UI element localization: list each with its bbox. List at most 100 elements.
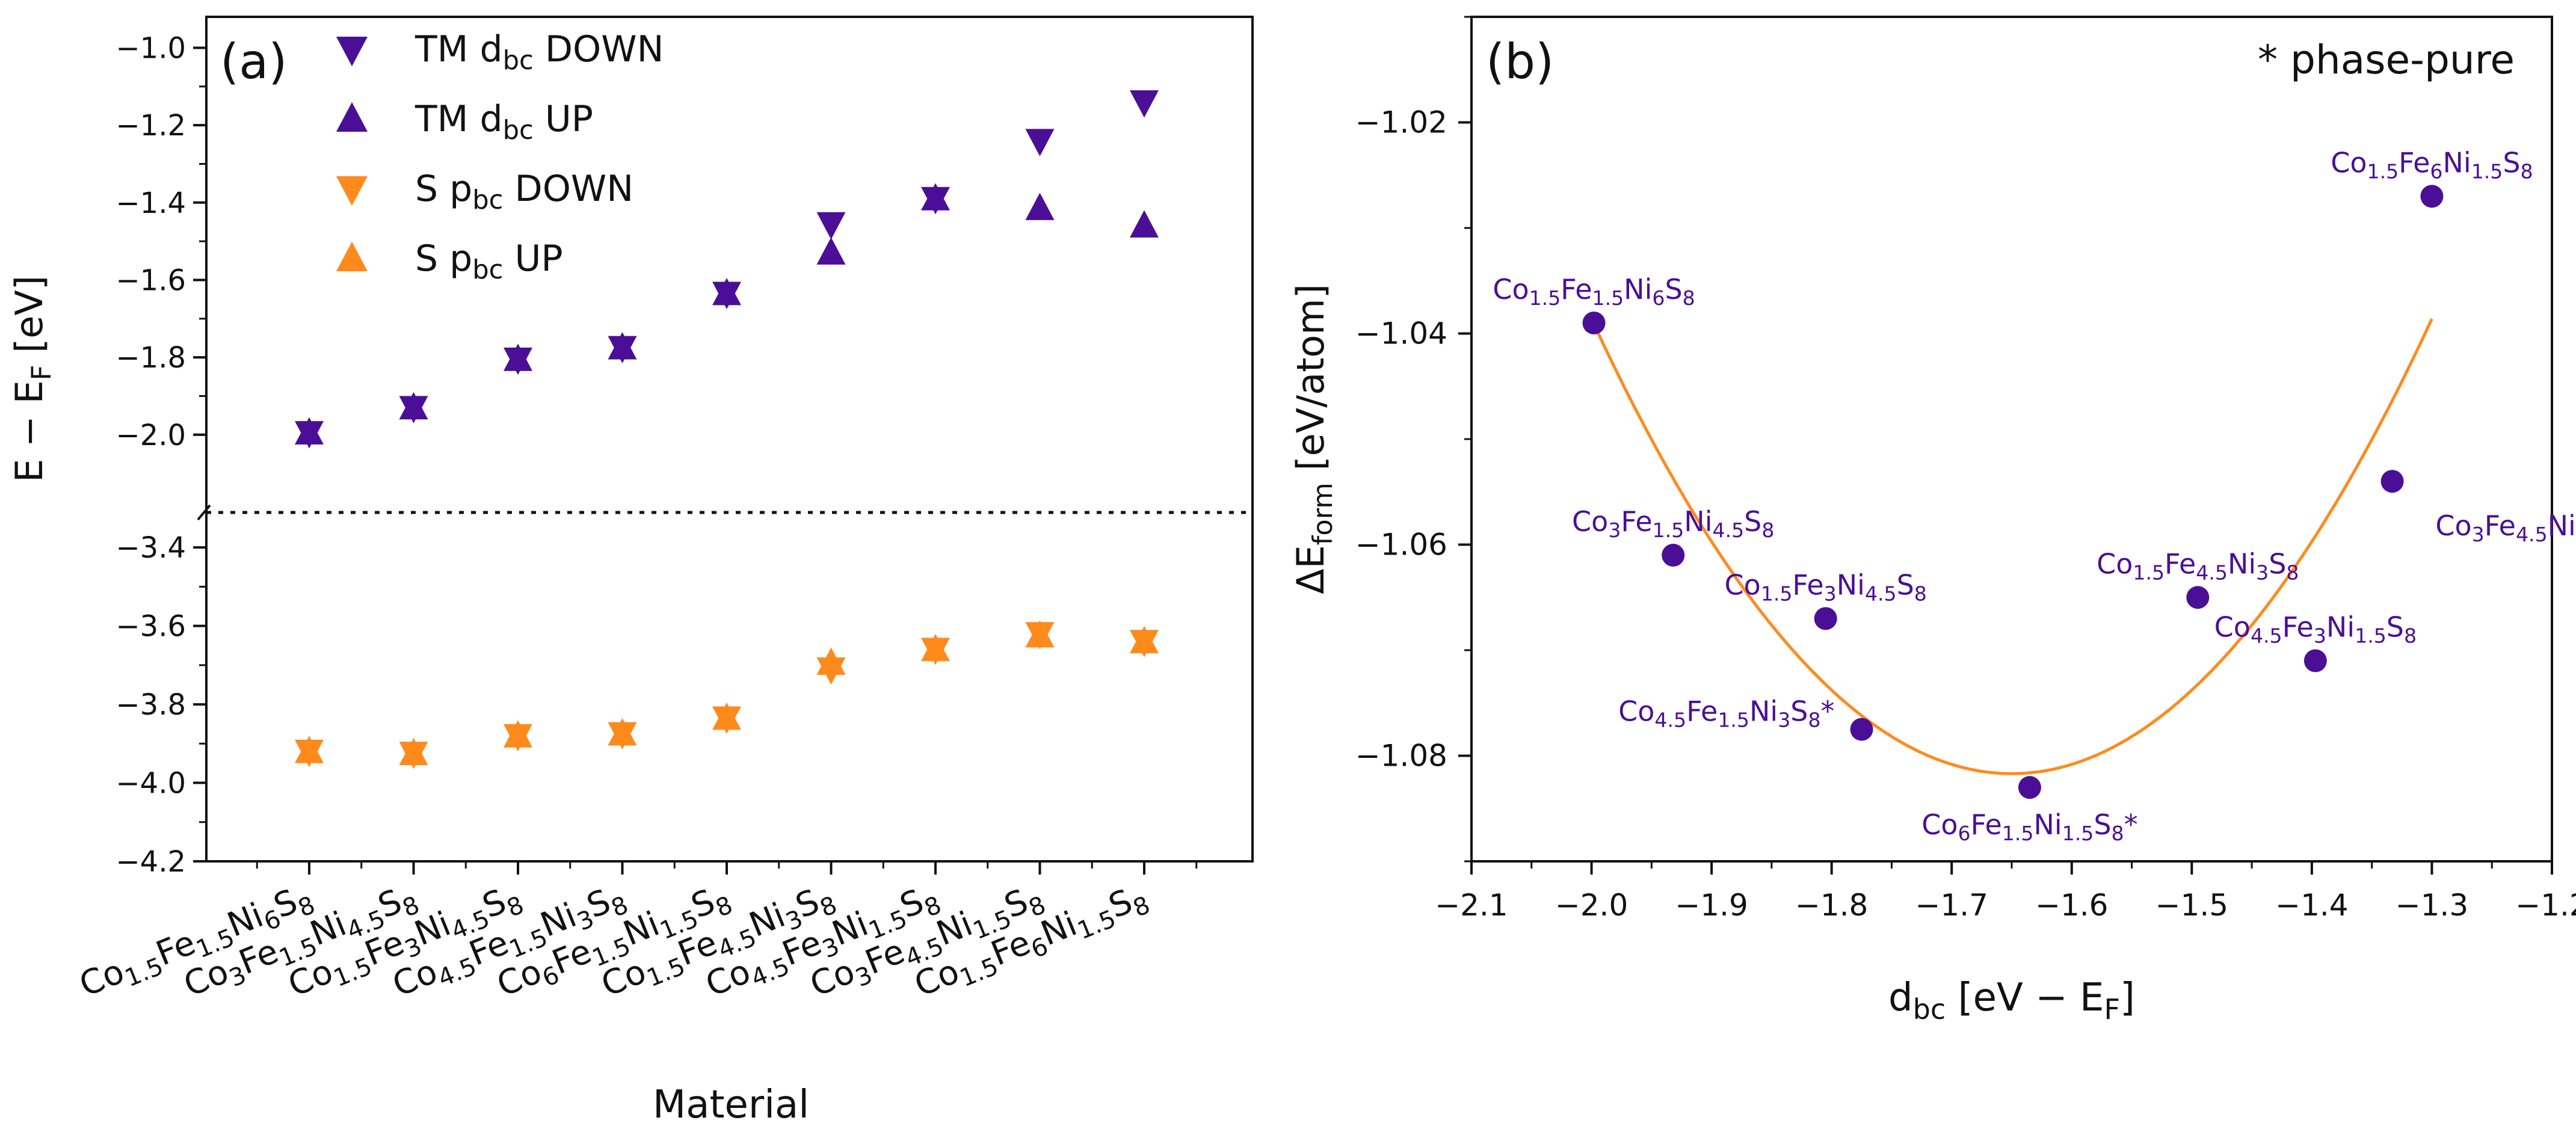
subscript: bc <box>503 115 534 146</box>
point-label: Co4.5Fe1.5Ni3S8* <box>1618 695 1834 732</box>
data-point-triangle-down <box>1130 90 1159 118</box>
subscript: 1.5 <box>2062 822 2094 845</box>
data-point-triangle-up <box>921 183 950 211</box>
text-part: S p <box>415 168 472 210</box>
legend-label: S pbc DOWN <box>415 168 633 215</box>
point-label: Co1.5Fe1.5Ni6S8 <box>1493 273 1695 310</box>
text-part: Co <box>1493 273 1529 306</box>
text-part: Ni <box>1749 695 1778 728</box>
text-part: Co <box>2331 146 2367 179</box>
text-part: S p <box>415 238 472 280</box>
legend-marker <box>336 176 368 206</box>
x-axis-label: dbc [eV − EF] <box>1888 976 2135 1026</box>
legend-marker <box>336 241 368 272</box>
point-label: Co3Fe4.5Ni1.5S8 <box>2435 509 2576 546</box>
subscript: 1.5 <box>1653 518 1684 542</box>
legend-label: TM dbc DOWN <box>414 28 664 76</box>
data-point-triangle-up <box>712 703 741 730</box>
text-part: Fe <box>1971 808 2002 841</box>
text-part: Co <box>74 952 129 1005</box>
text-part: TM d <box>414 98 503 140</box>
text-part: S <box>1665 273 1682 306</box>
point-label: Co4.5Fe3Ni1.5S8 <box>2214 611 2417 648</box>
subscript: 3 <box>1824 582 1837 605</box>
plot-frame <box>205 16 1254 863</box>
text-part: Fe <box>2282 611 2314 644</box>
text-part: Ni <box>2548 509 2576 542</box>
text-part: Co <box>1572 505 1608 538</box>
y-tick-label: −3.8 <box>116 688 186 722</box>
subscript: 1.5 <box>2355 624 2386 647</box>
y-tick-label: −1.4 <box>116 186 186 220</box>
text-part: Fe <box>1621 505 1652 538</box>
subscript: 4.5 <box>1654 709 1686 732</box>
x-tick-label: −1.6 <box>2035 888 2108 923</box>
text-part: Ni <box>1684 505 1712 538</box>
subscript: 4.5 <box>2251 624 2282 647</box>
data-point-triangle-up <box>608 332 637 360</box>
data-point-triangle-up <box>816 237 846 265</box>
data-point-triangle-up <box>295 417 324 445</box>
quadratic-fit-curve <box>1590 318 2433 775</box>
text-part: UP <box>503 238 562 280</box>
x-tick-label: −1.8 <box>1795 888 1868 923</box>
legend-label: TM dbc UP <box>414 98 593 146</box>
subscript: 4.5 <box>2196 561 2228 584</box>
data-point-triangle-up <box>295 736 324 763</box>
data-point <box>1582 311 1606 334</box>
point-label: Co3Fe1.5Ni4.5S8 <box>1572 505 1774 542</box>
subscript: 1.5 <box>1718 709 1749 732</box>
text-part: DOWN <box>503 168 633 210</box>
data-point-triangle-up <box>608 718 637 746</box>
text-part: Fe <box>2399 146 2430 179</box>
panel-label-a: (a) <box>220 34 287 90</box>
text-part: Fe <box>2485 509 2516 542</box>
x-tick-label: −1.5 <box>2155 888 2228 923</box>
text-part: [eV] <box>7 275 51 365</box>
legend-marker <box>336 36 368 67</box>
x-axis-label: Material <box>653 1083 809 1127</box>
subscript: 8 <box>2112 822 2124 845</box>
data-point-triangle-down <box>1025 129 1055 156</box>
text-part: Ni <box>2033 808 2062 841</box>
text-part: Co <box>2435 509 2471 542</box>
y-tick-label: −3.6 <box>116 610 186 644</box>
text-part: [eV − E <box>1946 976 2104 1020</box>
axis-break-mark <box>197 504 211 521</box>
subscript: form <box>1307 482 1339 545</box>
data-point <box>2018 776 2041 799</box>
y-tick-label: −3.4 <box>116 531 186 565</box>
point-label: Co1.5Fe6Ni1.5S8 <box>2331 146 2533 183</box>
subscript: 6 <box>1652 286 1665 310</box>
y-axis-label: ΔEform [eV/atom] <box>1289 284 1339 594</box>
text-part: S <box>2386 611 2404 644</box>
data-point-triangle-up <box>1130 626 1159 654</box>
subscript: 8 <box>2286 561 2299 584</box>
subscript: F <box>26 365 57 381</box>
y-tick-label: −1.04 <box>1355 316 1447 351</box>
subscript: bc <box>1913 993 1946 1026</box>
text-part: Co <box>2097 547 2133 580</box>
subscript: 1.5 <box>2471 159 2503 183</box>
data-point-triangle-down <box>816 212 846 240</box>
subscript: 3 <box>2256 561 2269 584</box>
data-point <box>2303 649 2327 672</box>
y-tick-label: −1.02 <box>1355 105 1447 140</box>
y-tick-label: −1.6 <box>116 263 186 297</box>
text-part: Ni <box>2442 146 2471 179</box>
text-part: Ni <box>1624 273 1652 306</box>
text-part: DOWN <box>534 28 664 70</box>
text-part: Fe <box>1561 273 1592 306</box>
text-part: Co <box>1618 695 1654 728</box>
text-part: S <box>1744 505 1761 538</box>
x-tick-label: −2.1 <box>1435 888 1508 923</box>
text-part: E − E <box>7 380 51 482</box>
text-part: Ni <box>1837 568 1865 601</box>
subscript: 6 <box>1958 822 1971 845</box>
data-point-triangle-up <box>399 392 428 420</box>
data-point <box>1814 607 1837 630</box>
x-tick-label: −1.2 <box>2515 888 2576 923</box>
y-tick-label: −4.2 <box>116 845 186 879</box>
subscript: 4.5 <box>1865 582 1897 605</box>
point-label: Co1.5Fe4.5Ni3S8 <box>2097 547 2299 584</box>
